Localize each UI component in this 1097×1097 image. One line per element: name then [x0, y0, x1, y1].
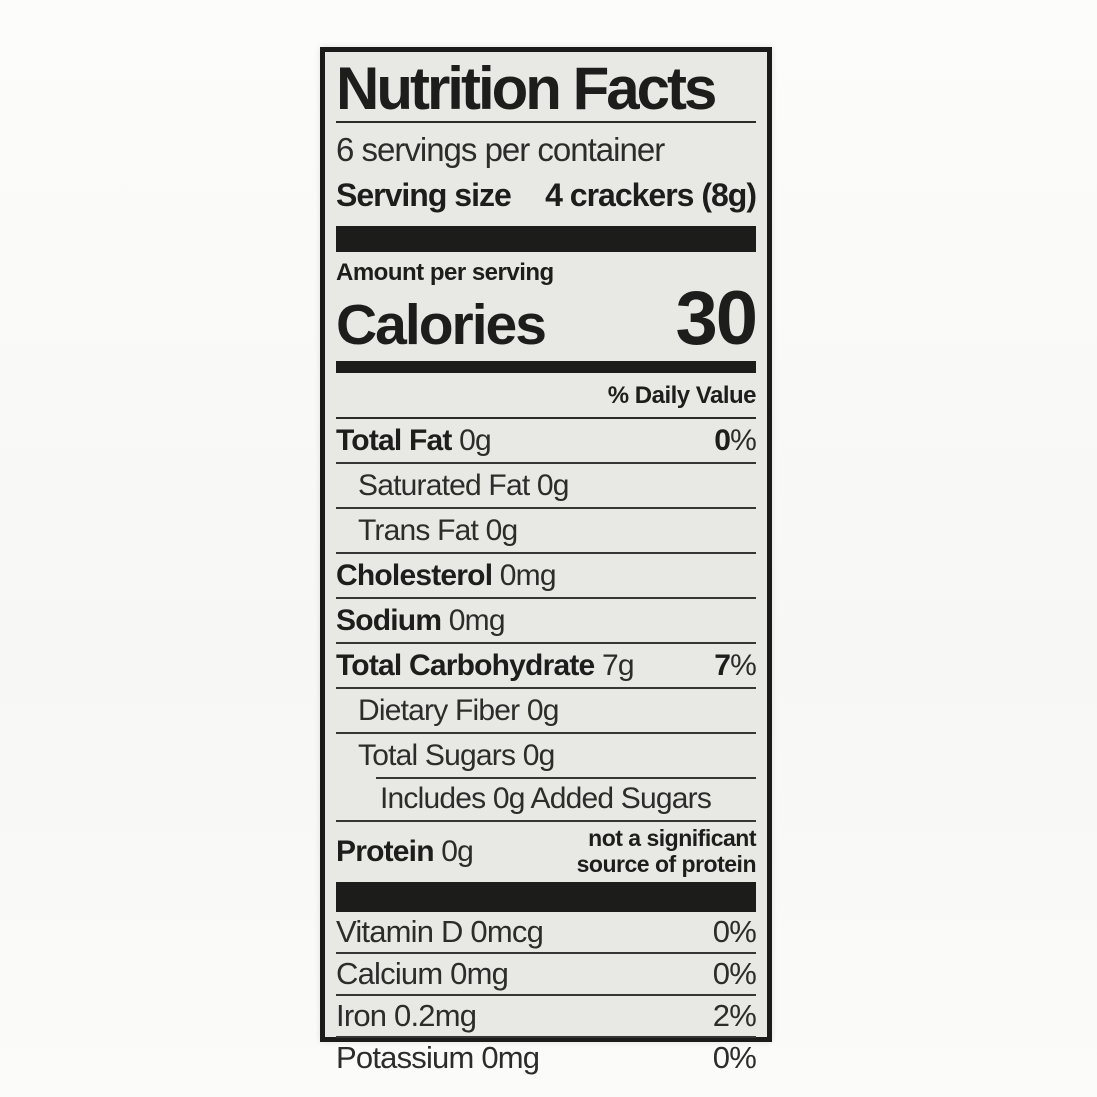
nutrient-row: Saturated Fat 0g — [336, 462, 756, 507]
nutrient-name-amount: Sodium 0mg — [336, 603, 506, 637]
nutrient-row: Trans Fat 0g — [336, 507, 756, 552]
nutrient-row: Includes 0g Added Sugars — [336, 777, 756, 820]
calories-row: Calories 30 — [336, 276, 758, 362]
serving-size-value: 4 crackers (8g) — [545, 177, 757, 214]
micronutrient-name-amount: Potassium 0mg — [336, 1039, 540, 1075]
micronutrient-daily-value: 0% — [712, 1039, 757, 1075]
nutrient-row: Sodium 0mg — [336, 597, 756, 642]
daily-value-header: % Daily Value — [336, 373, 757, 420]
micronutrient-row: Potassium 0mg 0% — [336, 1035, 757, 1078]
protein-note: not a significant source of protein — [576, 825, 757, 878]
amount-per-serving-label: Amount per serving — [336, 259, 554, 287]
micronutrient-daily-value: 0% — [712, 955, 757, 991]
thick-divider-bar-top — [336, 226, 756, 253]
calories-value: 30 — [675, 276, 758, 362]
nutrient-row: Dietary Fiber 0g — [336, 687, 756, 732]
label-title: Nutrition Facts — [336, 55, 717, 122]
nutrient-row: Total Fat 0g 0% — [336, 419, 757, 462]
nutrient-name-amount: Total Carbohydrate 7g — [336, 648, 635, 682]
title-divider — [336, 121, 756, 124]
nutrient-rows-section: Total Fat 0g 0% Saturated Fat 0g Trans Fat … — [336, 419, 757, 882]
micronutrient-row: Calcium 0mg 0% — [336, 951, 757, 994]
nutrient-name-amount: Includes 0g Added Sugars — [380, 781, 712, 815]
thick-divider-bar-bottom — [336, 881, 756, 912]
serving-size-row: Serving size 4 crackers (8g) — [336, 171, 757, 224]
micronutrient-daily-value: 2% — [712, 997, 757, 1033]
nutrient-name-amount: Trans Fat 0g — [358, 513, 518, 547]
nutrient-name-amount: Total Sugars 0g — [358, 738, 555, 772]
nutrient-daily-value: 7% — [714, 648, 757, 682]
servings-per-container: 6 servings per container — [336, 131, 665, 169]
micronutrient-row: Vitamin D 0mcg 0% — [336, 912, 757, 952]
nutrient-row: Total Carbohydrate 7g 7% — [336, 642, 757, 687]
nutrient-name-amount: Cholesterol 0mg — [336, 558, 557, 592]
nutrient-name-amount: Dietary Fiber 0g — [358, 693, 559, 727]
nutrient-name-amount: Protein 0g — [336, 835, 474, 869]
nutrition-facts-label: Nutrition Facts 6 servings per container… — [320, 47, 772, 1075]
medium-divider-bar — [336, 361, 756, 374]
micronutrient-name-amount: Calcium 0mg — [336, 955, 509, 991]
nutrient-name-amount: Saturated Fat 0g — [358, 468, 569, 502]
nutrient-row: Cholesterol 0mg — [336, 552, 756, 597]
nutrient-daily-value: 0% — [714, 423, 757, 457]
micronutrient-daily-value: 0% — [712, 913, 757, 949]
nutrient-row: Total Sugars 0g — [336, 732, 756, 777]
nutrient-name-amount: Total Fat 0g — [336, 423, 492, 457]
micronutrient-row: Iron 0.2mg 2% — [336, 993, 757, 1036]
calories-label: Calories — [336, 293, 547, 358]
micronutrient-name-amount: Iron 0.2mg — [336, 997, 477, 1033]
micronutrient-name-amount: Vitamin D 0mcg — [336, 913, 544, 949]
micronutrient-rows-section: Vitamin D 0mcg 0% Calcium 0mg 0% Iron 0.2mg 2… — [336, 912, 757, 1078]
serving-size-label: Serving size — [336, 177, 512, 214]
nutrient-row: Protein 0g not a significant source of pro… — [336, 820, 757, 882]
